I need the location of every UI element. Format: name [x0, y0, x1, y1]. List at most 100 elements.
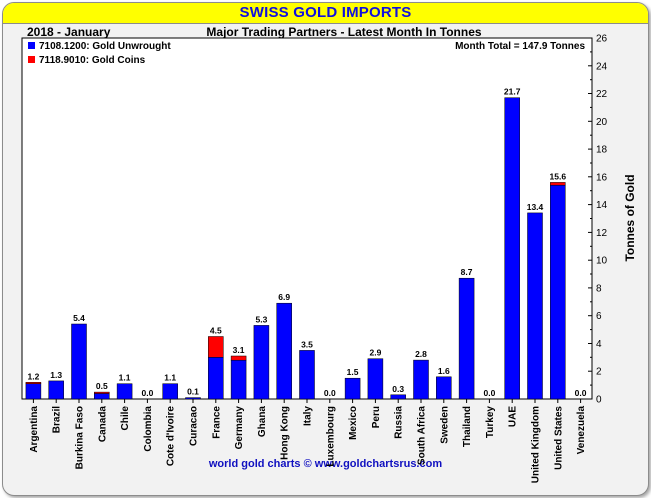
month-total-label: Month Total = 147.9 Tonnes — [455, 41, 585, 52]
bar-unwrought-thailand — [458, 277, 475, 400]
legend: 7108.1200: Gold Unwrought 7118.9010: Gol… — [28, 41, 171, 66]
bar-coins-germany — [230, 355, 247, 361]
y-tick-label-18: 18 — [596, 145, 608, 156]
x-tick-label-sweden: Sweden — [439, 406, 450, 444]
bar-unwrought-sweden — [436, 376, 452, 400]
data-label-colombia: 0.0 — [141, 388, 153, 398]
y-tick-label-16: 16 — [596, 172, 608, 183]
data-label-uae: 21.7 — [504, 87, 521, 97]
footer-credit: world gold charts © www.goldchartsrus.co… — [208, 458, 443, 470]
x-tick-label-peru: Peru — [371, 406, 382, 428]
data-label-curacao: 0.1 — [187, 387, 199, 397]
x-tick-label-thailand: Thailand — [462, 406, 473, 447]
chart-title: SWISS GOLD IMPORTS — [239, 4, 412, 21]
data-label-burkina-faso: 5.4 — [73, 313, 85, 323]
data-label-hong-kong: 6.9 — [278, 292, 290, 302]
bar-unwrought-france — [208, 357, 224, 400]
x-tick-label-curacao: Curacao — [189, 406, 200, 446]
data-label-argentina: 1.2 — [27, 371, 39, 381]
period-label: 2018 - January — [27, 25, 111, 39]
bar-unwrought-burkina-faso — [71, 323, 87, 400]
x-tick-label-uae: UAE — [508, 406, 519, 427]
data-label-united-kingdom: 13.4 — [527, 202, 544, 212]
legend-swatch-unwrought — [28, 42, 35, 49]
bar-unwrought-chile — [116, 383, 133, 400]
bar-coins-argentina — [25, 382, 42, 384]
data-label-germany: 3.1 — [233, 345, 245, 355]
bar-unwrought-brazil — [48, 380, 64, 400]
y-axis-label: Tonnes of Gold — [623, 174, 637, 261]
bar-unwrought-cote-d-ivoire — [162, 383, 178, 400]
data-label-south-africa: 2.8 — [415, 349, 427, 359]
data-label-luxembourg: 0.0 — [324, 388, 336, 398]
data-label-thailand: 8.7 — [461, 267, 473, 277]
x-tick-label-united-states: United States — [553, 406, 564, 470]
x-tick-label-hong-kong: Hong Kong — [280, 406, 291, 460]
x-tick-label-france: France — [211, 406, 222, 439]
data-label-sweden: 1.6 — [438, 366, 450, 376]
bar-unwrought-hong-kong — [276, 302, 292, 400]
x-tick-label-burkina-faso: Burkina Faso — [75, 406, 86, 469]
x-tick-label-ghana: Ghana — [257, 406, 268, 438]
data-label-france: 4.5 — [210, 326, 222, 336]
x-tick-label-venezuela: Venezuela — [576, 406, 587, 455]
y-tick-label-6: 6 — [596, 311, 602, 322]
bar-unwrought-united-states — [550, 184, 566, 400]
x-tick-label-argentina: Argentina — [29, 406, 40, 453]
bar-unwrought-ghana — [253, 325, 270, 400]
bar-coins-united-states — [550, 182, 566, 186]
legend-label-unwrought: 7108.1200: Gold Unwrought — [39, 41, 171, 52]
data-label-turkey: 0.0 — [483, 388, 495, 398]
x-tick-label-brazil: Brazil — [52, 406, 63, 433]
bar-unwrought-germany — [230, 359, 247, 400]
x-tick-label-canada: Canada — [97, 406, 108, 443]
bar-coins-france — [208, 336, 224, 358]
x-tick-label-germany: Germany — [234, 406, 245, 450]
data-label-united-states: 15.6 — [550, 171, 567, 181]
y-tick-label-14: 14 — [596, 200, 608, 211]
y-tick-label-4: 4 — [596, 339, 602, 350]
legend-swatch-coins — [28, 56, 35, 63]
y-tick-label-2: 2 — [596, 367, 602, 378]
title-bar: SWISS GOLD IMPORTS — [3, 3, 648, 24]
chart-subtitle: Major Trading Partners - Latest Month In… — [206, 25, 482, 39]
data-label-chile: 1.1 — [119, 373, 131, 383]
bar-unwrought-italy — [299, 350, 315, 400]
y-tick-label-26: 26 — [596, 34, 608, 45]
bar-unwrought-south-africa — [413, 359, 429, 400]
data-label-cote-d-ivoire: 1.1 — [164, 373, 176, 383]
bar-unwrought-canada — [94, 393, 110, 400]
data-label-russia: 0.3 — [392, 384, 404, 394]
y-tick-label-22: 22 — [596, 89, 608, 100]
x-tick-label-united-kingdom: United Kingdom — [531, 406, 542, 483]
data-label-italy: 3.5 — [301, 339, 313, 349]
y-tick-label-24: 24 — [596, 61, 608, 72]
y-tick-label-8: 8 — [596, 283, 602, 294]
x-tick-label-cote-d-ivoire: Cote d'Ivoire — [166, 406, 177, 467]
y-tick-label-20: 20 — [596, 117, 608, 128]
x-tick-label-chile: Chile — [120, 406, 131, 431]
bar-coins-canada — [94, 391, 110, 394]
x-tick-label-mexico: Mexico — [348, 406, 359, 440]
y-tick-label-12: 12 — [596, 228, 608, 239]
data-label-venezuela: 0.0 — [575, 388, 587, 398]
plot-area — [21, 37, 593, 400]
x-tick-label-south-africa: South Africa — [417, 406, 428, 466]
bar-unwrought-curacao — [185, 397, 201, 400]
x-tick-label-luxembourg: Luxembourg — [325, 406, 336, 467]
data-label-canada: 0.5 — [96, 381, 108, 391]
x-tick-label-turkey: Turkey — [485, 406, 496, 438]
bar-unwrought-mexico — [344, 377, 361, 400]
data-label-mexico: 1.5 — [347, 367, 359, 377]
bar-unwrought-peru — [367, 358, 384, 400]
bar-unwrought-uae — [504, 97, 520, 400]
data-label-ghana: 5.3 — [255, 314, 267, 324]
y-tick-label-10: 10 — [596, 256, 608, 267]
data-label-peru: 2.9 — [369, 348, 381, 358]
data-label-brazil: 1.3 — [50, 370, 62, 380]
bar-unwrought-russia — [390, 394, 406, 400]
y-tick-label-0: 0 — [596, 395, 602, 406]
x-tick-label-colombia: Colombia — [143, 406, 154, 452]
x-tick-label-russia: Russia — [394, 406, 405, 439]
